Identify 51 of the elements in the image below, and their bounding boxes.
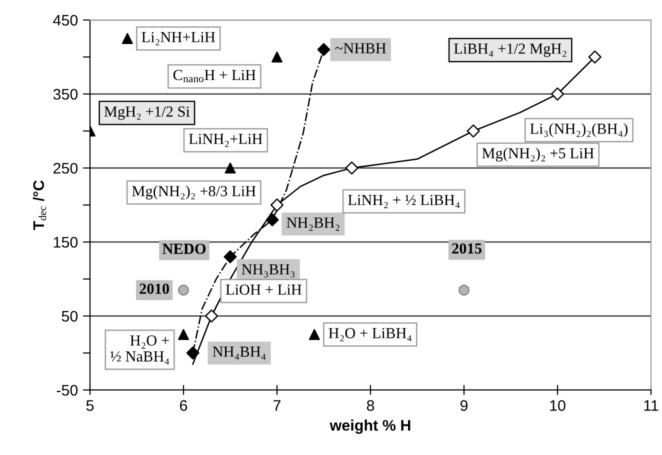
annotation: LiBH₄ +1/2 MgH₂ [454, 44, 566, 57]
x-tick-label: 8 [366, 400, 374, 411]
point [308, 329, 320, 340]
x-tick-label: 9 [460, 400, 468, 411]
y-tick-label: 350 [53, 88, 78, 100]
point [178, 284, 189, 296]
point [266, 213, 279, 226]
y-tick-label: 450 [53, 14, 78, 26]
point [588, 50, 602, 64]
x-tick-label: 7 [274, 400, 280, 411]
annotation: C$_{nano}$H + LiH [173, 70, 256, 82]
point [122, 33, 133, 44]
y-axis-title: T$_{dec}$ /°C [32, 180, 46, 230]
x-tick-label: 6 [180, 400, 188, 411]
y-tick-label: 150 [54, 236, 78, 248]
y-tick-label: 50 [62, 310, 78, 322]
annotation: 2010 [140, 284, 170, 294]
annotation: LiNH₂+LiH [189, 134, 262, 148]
annotation: Li₃(NH₂)₂(BH₄) [530, 123, 628, 138]
annotation: NH₂BH₂ [286, 218, 340, 231]
annotation: 2015 [452, 243, 482, 254]
annotation: Li₂NH+LiH [142, 32, 216, 46]
x-tick-label: 5 [86, 400, 94, 411]
annotation: LiNH₂ + ½ LiBH₄ [348, 194, 460, 208]
annotation: MgH₂ +1/2 Si [104, 106, 190, 120]
annotation: NH₄BH₄ [212, 346, 266, 360]
point [466, 124, 480, 138]
point [178, 329, 189, 340]
point [345, 161, 358, 175]
y-tick-label: 250 [53, 162, 78, 174]
point [224, 162, 236, 174]
x-tick-label: 11 [644, 400, 658, 411]
point [458, 284, 470, 296]
annotation: Mg(NH₂)₂ +5 LiH [482, 148, 594, 162]
annotation: H₂O + ½ NaBH₄ [110, 335, 170, 365]
annotation: Mg(NH₂)₂ +8/3 LiH [132, 186, 256, 200]
point [272, 52, 282, 62]
x-tick-label: 10 [550, 400, 566, 411]
y-tick-label: -50 [56, 384, 78, 396]
point [550, 87, 564, 101]
point [224, 250, 237, 264]
point [270, 198, 284, 212]
annotation: H₂O + LiBH₄ [328, 328, 412, 342]
point [205, 309, 218, 323]
annotation: LiOH + LiH [226, 284, 302, 295]
annotation: ~NHBH [335, 43, 386, 54]
point [317, 43, 330, 56]
x-axis-title: weight % H [330, 420, 410, 434]
annotation: NEDO [162, 244, 206, 254]
annotation: NH₃BH₃ [242, 264, 295, 278]
point [186, 346, 200, 360]
